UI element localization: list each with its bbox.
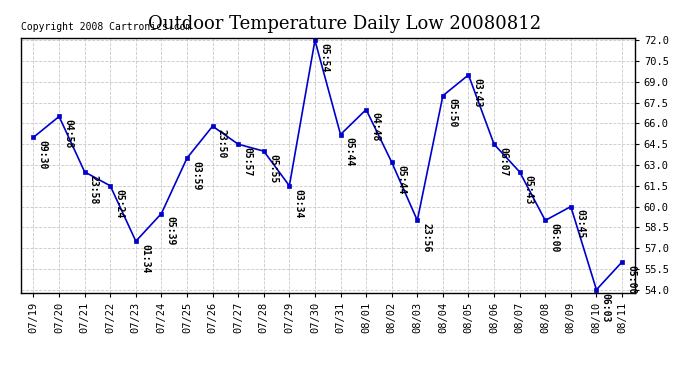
Text: 23:50: 23:50 <box>217 129 227 158</box>
Text: Outdoor Temperature Daily Low 20080812: Outdoor Temperature Daily Low 20080812 <box>148 15 542 33</box>
Text: 05:57: 05:57 <box>242 147 253 176</box>
Text: 03:45: 03:45 <box>575 209 585 239</box>
Text: 23:58: 23:58 <box>89 175 99 204</box>
Text: 05:55: 05:55 <box>268 154 278 183</box>
Text: 03:59: 03:59 <box>191 161 201 190</box>
Text: 05:43: 05:43 <box>524 175 534 204</box>
Text: 04:48: 04:48 <box>371 112 380 142</box>
Text: Copyright 2008 Cartronics.com: Copyright 2008 Cartronics.com <box>21 22 191 32</box>
Text: 05:44: 05:44 <box>345 137 355 166</box>
Text: 23:56: 23:56 <box>422 223 431 253</box>
Text: 04:58: 04:58 <box>63 119 73 148</box>
Text: 05:39: 05:39 <box>166 216 175 246</box>
Text: 05:54: 05:54 <box>319 43 329 72</box>
Text: 06:07: 06:07 <box>498 147 509 176</box>
Text: 06:03: 06:03 <box>600 292 611 322</box>
Text: 06:00: 06:00 <box>549 223 560 253</box>
Text: 03:43: 03:43 <box>473 78 482 107</box>
Text: 05:00: 05:00 <box>626 265 636 294</box>
Text: 05:24: 05:24 <box>115 189 124 218</box>
Text: 03:34: 03:34 <box>293 189 304 218</box>
Text: 05:50: 05:50 <box>447 99 457 128</box>
Text: 05:44: 05:44 <box>396 165 406 194</box>
Text: 01:34: 01:34 <box>140 244 150 273</box>
Text: 09:30: 09:30 <box>38 140 48 170</box>
